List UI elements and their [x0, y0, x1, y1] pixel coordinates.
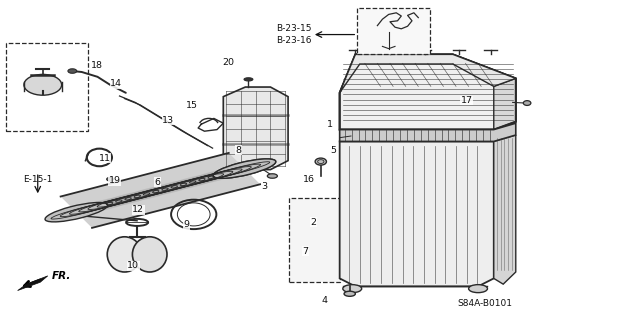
Text: 8: 8: [235, 146, 242, 155]
Text: 16: 16: [303, 175, 314, 184]
Ellipse shape: [45, 203, 108, 222]
Ellipse shape: [97, 190, 159, 208]
Text: B-23-16: B-23-16: [277, 36, 312, 44]
Text: 6: 6: [155, 178, 161, 187]
Text: S84A-B0101: S84A-B0101: [458, 299, 513, 308]
Polygon shape: [340, 123, 516, 141]
Ellipse shape: [183, 167, 245, 186]
Text: 17: 17: [460, 96, 472, 105]
Ellipse shape: [267, 174, 277, 178]
Text: 15: 15: [186, 101, 198, 110]
Polygon shape: [494, 78, 516, 130]
Text: E-15-1: E-15-1: [23, 175, 52, 184]
Text: 3: 3: [262, 182, 268, 191]
Ellipse shape: [140, 179, 203, 197]
Polygon shape: [340, 54, 516, 93]
Ellipse shape: [68, 69, 77, 73]
Ellipse shape: [205, 162, 267, 180]
Ellipse shape: [469, 285, 487, 292]
Text: 1: 1: [327, 120, 333, 129]
Text: 7: 7: [302, 247, 308, 256]
Polygon shape: [223, 87, 288, 170]
Text: 11: 11: [99, 154, 111, 163]
Ellipse shape: [106, 177, 113, 181]
Text: 5: 5: [330, 146, 337, 155]
Text: 4: 4: [321, 296, 327, 305]
Text: 9: 9: [184, 220, 190, 229]
Ellipse shape: [523, 100, 531, 106]
Ellipse shape: [213, 159, 276, 178]
Text: 2: 2: [310, 218, 316, 227]
Text: 13: 13: [162, 116, 174, 124]
Text: 10: 10: [127, 261, 139, 270]
Polygon shape: [18, 276, 48, 291]
Polygon shape: [60, 153, 260, 228]
Text: 14: 14: [110, 79, 122, 88]
Text: B-23-15: B-23-15: [277, 24, 312, 33]
Text: 20: 20: [223, 58, 235, 67]
Ellipse shape: [213, 159, 276, 178]
Ellipse shape: [344, 291, 355, 296]
Ellipse shape: [53, 201, 116, 219]
Ellipse shape: [24, 75, 62, 95]
Text: 19: 19: [109, 176, 121, 185]
Ellipse shape: [107, 237, 142, 272]
Bar: [357, 8, 430, 54]
Polygon shape: [340, 141, 494, 286]
Ellipse shape: [132, 237, 167, 272]
Ellipse shape: [315, 158, 326, 165]
Ellipse shape: [162, 173, 224, 191]
Ellipse shape: [343, 285, 362, 292]
Text: 12: 12: [132, 205, 144, 214]
Ellipse shape: [75, 195, 138, 213]
Text: 18: 18: [91, 61, 103, 70]
Ellipse shape: [118, 184, 181, 202]
Ellipse shape: [244, 78, 253, 81]
Polygon shape: [340, 54, 516, 130]
Polygon shape: [289, 198, 340, 282]
Bar: [6, 43, 88, 131]
Polygon shape: [494, 135, 516, 284]
Text: FR.: FR.: [52, 271, 72, 282]
